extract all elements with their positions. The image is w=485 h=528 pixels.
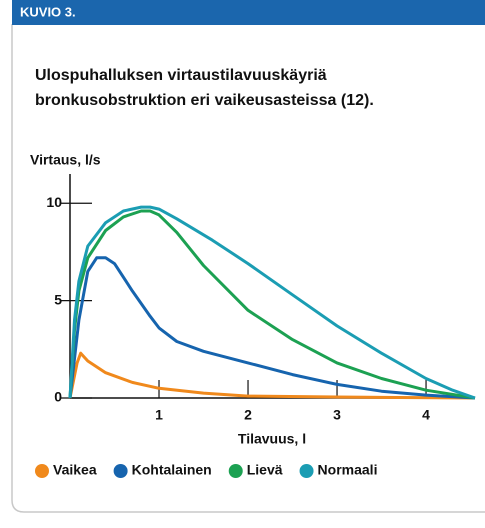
chart-title: Ulospuhalluksen virtaustilavuuskäyriä <box>35 67 327 84</box>
line <box>68 351 476 400</box>
legend-marker <box>113 464 128 478</box>
line <box>68 256 476 400</box>
x-tick-label: 3 <box>333 407 341 423</box>
legend-label: Lievä <box>247 462 283 478</box>
legend-label: Normaali <box>318 462 378 478</box>
x-tick-label: 4 <box>422 407 430 423</box>
line <box>68 205 476 400</box>
legend-marker <box>299 464 314 478</box>
y-axis-label: Virtaus, l/s <box>30 152 101 168</box>
y-tick-label: 0 <box>54 389 62 405</box>
x-tick-label: 1 <box>155 407 163 423</box>
chart-title: bronkusobstruktion eri vaikeusasteissa (… <box>35 92 374 109</box>
legend-marker <box>35 464 49 478</box>
legend-label: Kohtalainen <box>132 462 212 478</box>
frame <box>11 24 485 513</box>
legend-label: Vaikea <box>53 462 97 478</box>
y-tick-label: 5 <box>54 291 62 307</box>
x-axis-label: Tilavuus, l <box>238 431 306 447</box>
line <box>68 209 476 400</box>
x-tick-label: 2 <box>244 407 252 423</box>
header-bar <box>12 0 485 25</box>
header: KUVIO 3. <box>20 4 76 19</box>
legend-marker <box>228 464 243 478</box>
y-tick-label: 10 <box>46 194 62 210</box>
